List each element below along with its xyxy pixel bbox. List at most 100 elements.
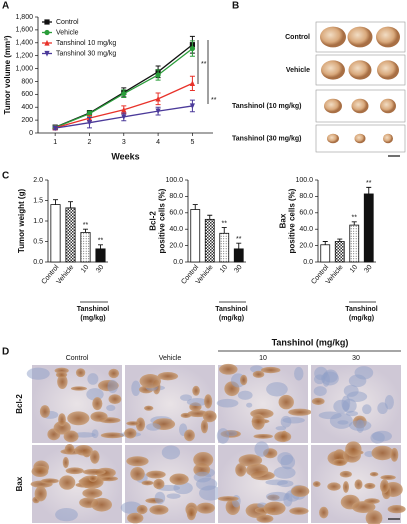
- panel-label: C: [2, 171, 9, 182]
- cell: [354, 479, 363, 490]
- y-tick-label: 0.5: [33, 238, 43, 245]
- cell: [364, 482, 376, 490]
- cell: [55, 507, 78, 522]
- y-tick-label: 400: [21, 104, 33, 111]
- bar: [320, 244, 331, 263]
- cell: [82, 488, 103, 499]
- value-label: **: [352, 215, 358, 222]
- cell: [216, 428, 230, 444]
- y-tick-label: 1,000: [15, 65, 33, 72]
- cell: [237, 390, 253, 400]
- cell: [235, 463, 247, 477]
- y-tick-label: 20.0: [169, 242, 183, 249]
- cell: [90, 450, 100, 464]
- error-bar: [192, 204, 198, 210]
- error-bar: [322, 241, 328, 245]
- cell: [180, 412, 192, 419]
- y-axis-label: Tumor volume (mm³): [3, 35, 12, 114]
- tumor: [348, 60, 372, 80]
- cell: [91, 429, 99, 439]
- cell: [348, 374, 367, 388]
- bar: [95, 248, 106, 263]
- cell: [342, 398, 357, 413]
- y-tick-label: 0.0: [173, 259, 183, 266]
- cell: [351, 501, 376, 513]
- x-tick-label: 1: [53, 139, 57, 146]
- cell: [57, 374, 68, 389]
- cell: [332, 458, 347, 467]
- cell: [135, 417, 146, 432]
- marker: [189, 80, 196, 86]
- photo-row-label: Tanshinol (10 mg/kg): [232, 103, 302, 110]
- y-tick-label: 40.0: [299, 226, 313, 233]
- cell: [146, 470, 166, 479]
- cell: [74, 445, 93, 456]
- y-tick-label: 0.0: [33, 259, 43, 266]
- bar: [190, 209, 201, 263]
- cell: [54, 367, 69, 374]
- tumor: [324, 98, 342, 114]
- x-tick-label: 3: [122, 139, 126, 146]
- x-tick-label: 4: [156, 139, 160, 146]
- x-tick-label: 30: [363, 264, 373, 275]
- cell: [362, 404, 372, 415]
- x-tick-label: 30: [95, 264, 105, 275]
- cell: [26, 367, 50, 380]
- cell: [216, 398, 239, 408]
- y-tick-label: 60.0: [169, 210, 183, 217]
- photo-row-label: Control: [285, 34, 310, 41]
- cell: [108, 368, 120, 379]
- cell: [149, 504, 169, 515]
- y-tick-label: 600: [21, 91, 33, 98]
- cell: [31, 465, 49, 478]
- y-axis-label: Bcl-2: [149, 211, 158, 231]
- cell: [377, 402, 388, 415]
- bar: [334, 241, 345, 263]
- cell: [92, 397, 103, 411]
- cell: [275, 426, 287, 431]
- cell: [253, 433, 273, 439]
- cell: [146, 423, 161, 431]
- y-tick-label: 60.0: [299, 210, 313, 217]
- y-tick-label: 0.0: [303, 259, 313, 266]
- cell: [126, 456, 149, 467]
- value-label: **: [366, 180, 372, 187]
- cell: [365, 510, 383, 524]
- cell: [144, 405, 154, 411]
- cell: [379, 479, 390, 494]
- cell: [192, 385, 200, 396]
- legend-label: Vehicle: [56, 29, 79, 36]
- marker: [189, 45, 196, 52]
- group-label: Tanshinol: [345, 306, 378, 313]
- cell: [278, 394, 294, 410]
- y-tick-label: 1.5: [33, 197, 43, 204]
- cell: [180, 394, 192, 401]
- x-tick-label: 10: [80, 264, 90, 275]
- marker: [155, 72, 161, 78]
- x-axis-label: Weeks: [111, 151, 139, 161]
- cell: [256, 514, 274, 523]
- y-tick-label: 80.0: [169, 193, 183, 200]
- tumor: [327, 133, 339, 144]
- cell: [345, 441, 362, 457]
- cell: [318, 411, 342, 420]
- cell: [39, 405, 50, 418]
- cell: [131, 380, 141, 397]
- cell: [127, 512, 144, 524]
- cell: [88, 475, 98, 482]
- cell: [274, 431, 292, 443]
- cell: [370, 431, 385, 444]
- column-label: 10: [259, 355, 267, 362]
- cell: [217, 496, 239, 502]
- error-bar: [207, 214, 213, 220]
- y-tick-label: 100.0: [295, 177, 313, 184]
- cell: [245, 463, 269, 478]
- cell: [251, 413, 265, 430]
- y-tick-label: 1,400: [15, 40, 33, 47]
- cell: [294, 366, 304, 381]
- cell: [107, 379, 118, 394]
- cell: [291, 485, 310, 497]
- error-bar: [53, 199, 58, 205]
- cell: [346, 391, 368, 402]
